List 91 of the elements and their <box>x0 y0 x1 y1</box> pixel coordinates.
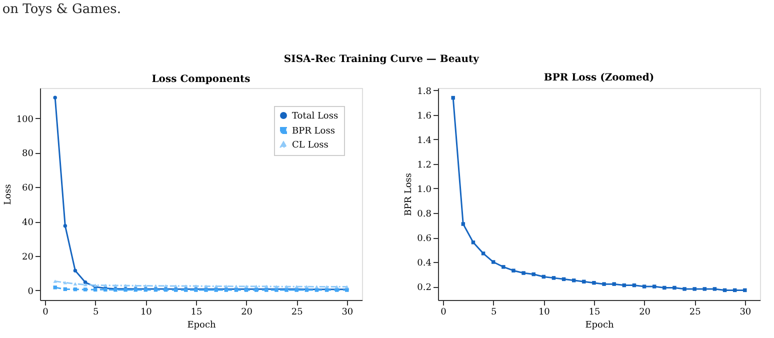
point <box>154 284 158 288</box>
text: on Toys & Games. <box>2 2 121 17</box>
x-tick-label: 10 <box>140 308 152 318</box>
y-tick-label: 80 <box>22 149 34 160</box>
point <box>471 240 476 244</box>
point <box>672 286 676 290</box>
point <box>234 284 238 288</box>
point <box>532 272 536 276</box>
x-tick-label: 15 <box>190 308 202 318</box>
y-tick-label: 20 <box>22 252 34 262</box>
point <box>502 265 506 269</box>
point <box>572 278 576 282</box>
y-tick-label: 100 <box>16 114 34 125</box>
point <box>345 285 349 288</box>
point <box>174 284 178 288</box>
point <box>83 288 88 292</box>
x-tick-label: 5 <box>490 308 497 318</box>
point <box>63 224 68 228</box>
point <box>612 282 616 286</box>
point <box>254 284 258 288</box>
legend-label: Total Loss <box>292 112 338 122</box>
point <box>304 284 309 288</box>
point <box>164 284 168 288</box>
point <box>743 288 747 292</box>
point <box>682 287 686 291</box>
point <box>652 284 656 288</box>
point <box>53 286 57 290</box>
chart-title: BPR Loss (Zoomed) <box>544 72 654 84</box>
point <box>214 284 218 288</box>
x-tick-label: 25 <box>689 308 702 318</box>
point <box>53 280 57 283</box>
point <box>662 286 666 290</box>
point <box>522 271 526 275</box>
point <box>491 260 496 264</box>
point <box>144 284 148 288</box>
x-tick-label: 5 <box>92 308 99 318</box>
x-tick-label: 20 <box>639 308 651 318</box>
x-axis-title: Epoch <box>187 320 216 330</box>
x-tick-label: 30 <box>740 308 752 318</box>
point <box>224 284 228 288</box>
x-tick-label: 0 <box>42 308 49 318</box>
point <box>53 96 57 100</box>
y-axis-title: BPR Loss <box>404 172 414 216</box>
point <box>73 282 78 286</box>
x-tick-label: 20 <box>241 308 253 318</box>
point <box>83 280 88 284</box>
x-tick-label: 10 <box>538 308 550 318</box>
text: SISA-Rec Training Curve — Beauty <box>284 54 480 65</box>
point <box>702 287 707 291</box>
y-tick-label: 1.4 <box>417 136 432 146</box>
point <box>83 283 88 286</box>
y-axis-title: Loss <box>3 184 14 205</box>
chart-title: Loss Components <box>152 74 251 85</box>
point <box>642 284 646 288</box>
y-tick-label: 40 <box>22 218 34 228</box>
legend-label: BPR Loss <box>292 126 336 136</box>
point <box>334 285 339 288</box>
y-tick-label: 1.8 <box>417 86 432 97</box>
point <box>582 280 586 284</box>
point <box>461 222 466 226</box>
point <box>602 282 606 286</box>
point <box>481 252 486 256</box>
point <box>512 268 516 272</box>
y-tick-label: 1.6 <box>417 111 432 122</box>
x-tick-label: 15 <box>588 308 600 318</box>
y-tick-label: 0.6 <box>417 234 432 244</box>
point <box>712 287 717 291</box>
y-tick-label: 1.2 <box>417 160 432 170</box>
point <box>592 280 596 285</box>
point <box>324 285 329 288</box>
y-tick-label: 0.4 <box>417 258 432 269</box>
point <box>244 284 248 288</box>
legend-label: CL Loss <box>292 140 329 150</box>
y-tick-label: 60 <box>22 184 34 194</box>
point <box>451 96 455 100</box>
point <box>264 284 268 288</box>
y-tick-label: 0 <box>28 286 34 297</box>
point <box>314 285 319 288</box>
point <box>73 268 78 272</box>
x-tick-label: 0 <box>440 308 447 318</box>
point <box>134 284 138 288</box>
y-tick-label: 1.0 <box>417 184 432 195</box>
point <box>104 284 108 287</box>
point <box>204 284 208 288</box>
y-tick-label: 0.8 <box>417 209 432 220</box>
x-tick-label: 30 <box>342 308 354 318</box>
x-tick-label: 25 <box>291 308 304 318</box>
y-tick-label: 0.2 <box>417 283 432 294</box>
point <box>552 276 556 280</box>
x-axis-title: Epoch <box>585 320 614 330</box>
point <box>692 287 696 291</box>
